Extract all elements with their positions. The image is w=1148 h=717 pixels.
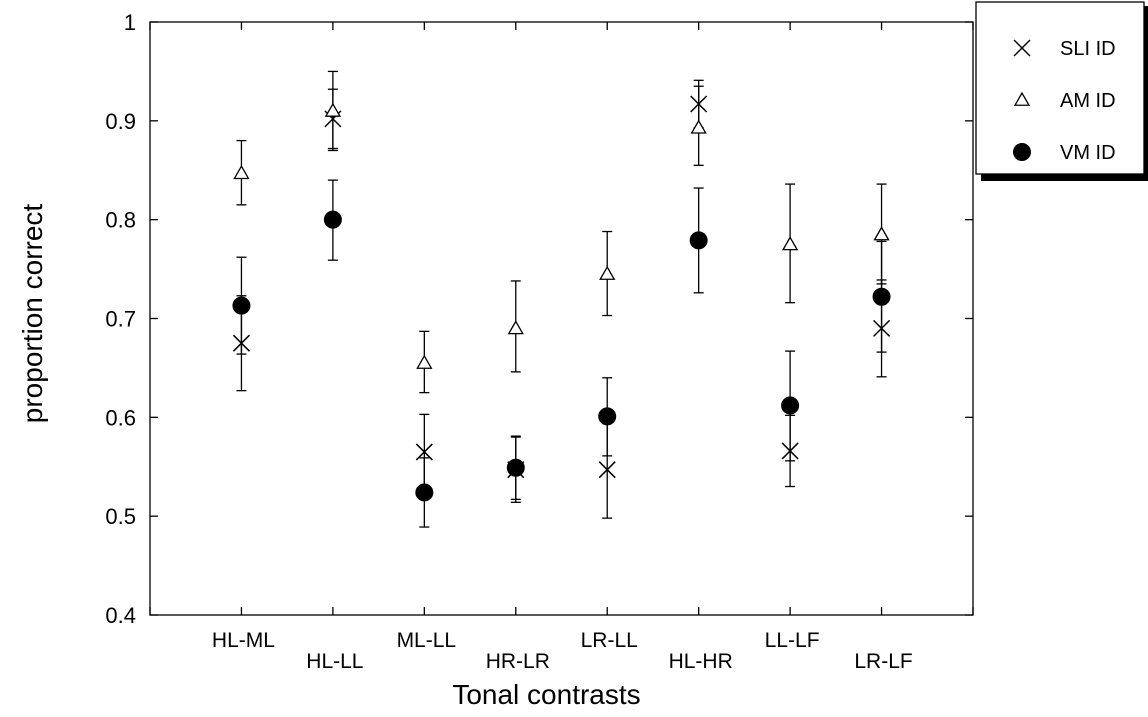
x-tick-label: LL-LF bbox=[765, 629, 820, 652]
y-tick-label: 0.9 bbox=[105, 109, 136, 134]
legend-box bbox=[975, 1, 1145, 175]
legend-label: AM ID bbox=[1060, 90, 1116, 112]
y-tick-label: 1 bbox=[124, 10, 136, 35]
y-tick-label: 0.4 bbox=[105, 603, 136, 628]
y-axis-title: proportion correct bbox=[17, 204, 48, 424]
x-tick-label: HL-LL bbox=[306, 650, 363, 673]
point-circle bbox=[323, 210, 342, 229]
point-x bbox=[598, 461, 616, 479]
legend-label: SLI ID bbox=[1060, 38, 1116, 60]
x-tick-label: LR-LF bbox=[854, 650, 912, 673]
point-triangle bbox=[416, 354, 433, 369]
point-triangle bbox=[873, 226, 890, 241]
point-circle bbox=[872, 287, 891, 306]
legend-label: VM ID bbox=[1060, 142, 1116, 164]
y-tick-label: 0.6 bbox=[105, 405, 136, 430]
legend-marker-circle bbox=[1013, 143, 1031, 161]
point-x-stroke bbox=[598, 461, 616, 479]
point-circle bbox=[598, 407, 617, 426]
point-triangle bbox=[233, 164, 250, 180]
point-triangle bbox=[599, 265, 616, 280]
y-tick-label: 0.5 bbox=[105, 504, 136, 529]
point-circle bbox=[415, 483, 434, 502]
point-circle bbox=[781, 396, 800, 415]
y-tick-label: 0.7 bbox=[105, 307, 136, 332]
point-triangle bbox=[324, 102, 342, 117]
point-x-stroke bbox=[415, 443, 433, 461]
x-tick-label: LR-LL bbox=[581, 629, 638, 652]
point-triangle bbox=[507, 320, 524, 335]
point-triangle bbox=[690, 119, 707, 134]
legend-marker-triangle bbox=[1013, 91, 1031, 106]
x-axis-title: Tonal contrasts bbox=[452, 679, 640, 710]
x-tick-label: HL-ML bbox=[212, 629, 275, 652]
point-x bbox=[415, 443, 433, 461]
y-tick-label: 0.8 bbox=[105, 208, 136, 233]
x-tick-label: ML-LL bbox=[397, 629, 457, 652]
plot-area: 0.4 0.5 0.6 0.7 0.8 0.9 1 HL-ML HL-LL ML-LL HR-LR L… bbox=[105, 10, 974, 673]
legend: SLI ID AM ID VM ID bbox=[975, 1, 1148, 181]
x-tick-label: HL-HR bbox=[669, 650, 733, 673]
x-tick-label: HR-LR bbox=[486, 650, 550, 673]
point-circle bbox=[232, 296, 251, 315]
legend-marker-x bbox=[1013, 39, 1031, 57]
legend-marker-x-stroke bbox=[1013, 39, 1031, 57]
point-circle bbox=[506, 458, 525, 477]
plot-frame bbox=[149, 21, 974, 616]
point-triangle bbox=[781, 236, 799, 251]
point-circle bbox=[689, 231, 708, 250]
